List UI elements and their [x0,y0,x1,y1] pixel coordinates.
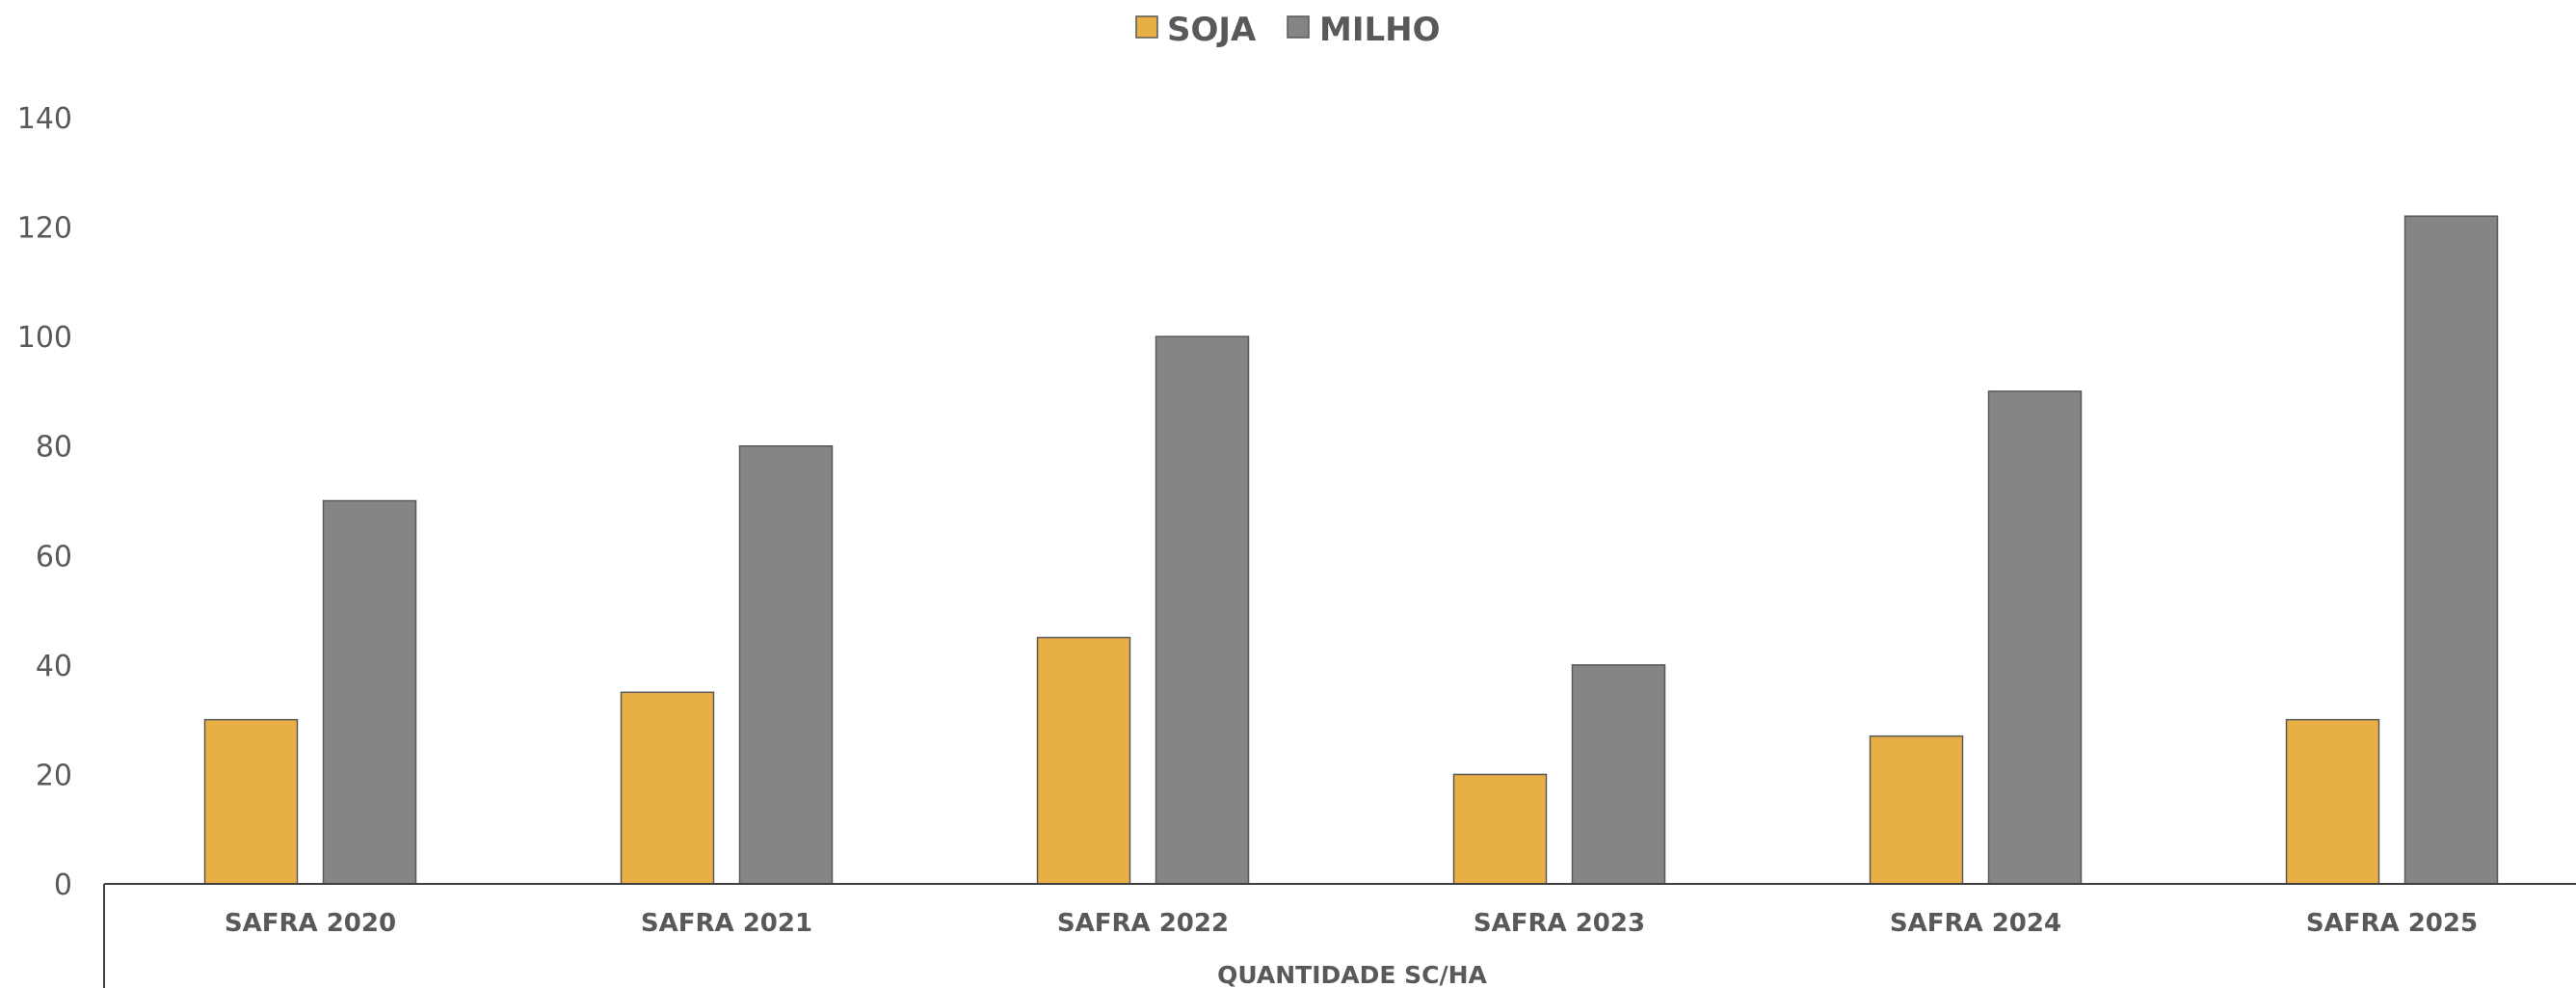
x-tick-label: SAFRA 2020 [225,909,396,938]
legend-swatch-milho [1287,15,1310,39]
x-tick-label: SAFRA 2021 [641,909,812,938]
y-tick-label: 80 [36,431,72,465]
x-tick-label: SAFRA 2024 [1890,909,2061,938]
bar-soja-safra-2020 [203,718,299,885]
bar-milho-safra-2024 [1987,390,2083,885]
bar-milho-safra-2023 [1571,664,1666,885]
bar-soja-safra-2021 [620,691,715,885]
x-axis-ticks: SAFRA 2020 SAFRA 2021 SAFRA 2022 SAFRA 2023… [225,909,2478,938]
y-tick-label: 140 [17,102,72,136]
y-tick-label: 60 [36,540,72,574]
y-tick-label: 0 [54,868,72,902]
legend-label-soja: SOJA [1167,11,1257,49]
bar-milho-safra-2025 [2403,215,2499,885]
y-tick-label: 40 [36,650,72,683]
y-tick-label: 100 [17,321,72,355]
bar-milho-safra-2021 [738,444,834,885]
legend: SOJA MILHO [1135,11,1441,49]
bar-milho-safra-2022 [1155,335,1250,885]
bar-milho-safra-2020 [322,499,417,885]
bar-soja-safra-2025 [2285,718,2380,885]
bar-soja-safra-2024 [1869,734,1964,885]
x-axis-title: QUANTIDADE SC/HA [1217,961,1487,988]
x-tick-label: SAFRA 2022 [1057,909,1229,938]
bar-soja-safra-2023 [1452,773,1548,885]
y-axis-ticks: 0 20 40 60 80 100 120 140 [17,102,72,902]
y-tick-label: 120 [17,212,72,246]
bar-soja-safra-2022 [1036,636,1131,885]
legend-swatch-soja [1135,15,1158,39]
bars [203,215,2499,885]
x-tick-label: SAFRA 2023 [1474,909,1645,938]
y-tick-label: 20 [36,759,72,792]
x-tick-label: SAFRA 2025 [2306,909,2478,938]
legend-label-milho: MILHO [1319,11,1441,49]
